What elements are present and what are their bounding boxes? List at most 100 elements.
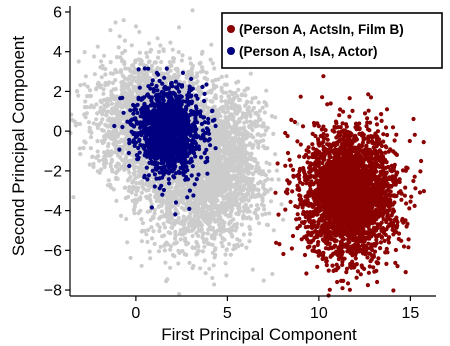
background-point xyxy=(95,125,100,131)
background-point xyxy=(242,120,247,125)
background-point xyxy=(250,171,255,177)
background-point xyxy=(177,250,182,255)
background-point xyxy=(130,180,135,185)
background-point xyxy=(219,88,224,93)
background-point xyxy=(164,80,169,85)
background-point xyxy=(144,194,149,199)
background-point xyxy=(254,193,259,198)
background-point xyxy=(237,238,242,243)
background-point xyxy=(81,145,86,151)
background-point xyxy=(195,74,200,79)
background-point xyxy=(236,205,241,211)
background-point xyxy=(257,108,263,113)
background-point xyxy=(221,210,226,215)
background-point xyxy=(205,77,210,82)
background-point xyxy=(223,90,229,95)
background-point xyxy=(189,201,194,206)
background-point xyxy=(108,60,113,65)
background-point xyxy=(160,234,165,239)
background-point xyxy=(276,177,281,182)
background-point xyxy=(97,109,102,114)
background-point xyxy=(114,198,119,203)
background-point xyxy=(177,174,182,179)
background-point xyxy=(201,69,206,74)
background-point xyxy=(200,249,205,254)
background-point xyxy=(241,209,246,214)
background-point xyxy=(114,55,120,60)
background-point xyxy=(186,241,191,246)
background-point xyxy=(232,243,237,248)
background-point xyxy=(259,202,264,207)
background-point xyxy=(175,75,180,81)
background-point xyxy=(115,104,120,109)
background-point xyxy=(98,85,103,90)
background-point xyxy=(107,153,112,158)
background-point xyxy=(235,94,240,99)
background-point xyxy=(190,66,195,71)
background-point xyxy=(109,89,114,94)
background-point xyxy=(255,123,261,128)
background-point xyxy=(134,199,139,205)
background-point xyxy=(205,217,210,222)
background-point xyxy=(156,204,161,209)
background-point xyxy=(169,220,174,226)
background-point xyxy=(236,244,241,249)
background-point xyxy=(231,196,236,201)
background-point xyxy=(261,144,266,149)
background-point xyxy=(95,44,100,49)
background-point xyxy=(134,181,139,186)
background-point xyxy=(223,252,228,257)
background-point xyxy=(145,239,150,244)
background-point xyxy=(221,138,226,143)
background-point xyxy=(117,34,122,39)
background-point xyxy=(225,204,230,209)
background-point xyxy=(87,162,92,167)
background-point xyxy=(229,112,234,117)
background-point xyxy=(97,158,102,163)
background-point xyxy=(173,229,178,234)
background-point xyxy=(97,170,102,175)
background-point xyxy=(120,51,125,56)
background-point xyxy=(195,79,200,84)
background-point xyxy=(207,266,212,271)
background-point xyxy=(168,194,173,199)
background-point xyxy=(102,53,107,58)
background-point xyxy=(236,210,241,215)
background-point xyxy=(101,108,106,113)
background-point xyxy=(133,164,138,169)
background-point xyxy=(243,143,248,148)
background-point xyxy=(248,112,253,117)
background-point xyxy=(77,146,82,151)
background-point xyxy=(74,121,80,126)
background-point xyxy=(203,271,208,276)
background-point xyxy=(242,125,247,130)
background-point xyxy=(156,55,161,60)
background-point xyxy=(176,261,181,266)
background-point xyxy=(249,182,254,187)
background-point xyxy=(82,82,87,87)
background-point xyxy=(91,164,96,169)
background-point xyxy=(256,100,261,105)
background-point xyxy=(199,165,204,170)
background-point xyxy=(91,121,96,126)
background-point xyxy=(236,136,241,141)
background-point xyxy=(121,79,126,84)
background-point xyxy=(194,252,199,257)
background-point xyxy=(212,66,217,71)
background-point xyxy=(213,252,218,258)
background-point xyxy=(176,25,182,30)
background-point xyxy=(85,84,90,89)
background-point xyxy=(239,92,244,97)
background-point xyxy=(223,261,228,266)
background-point xyxy=(148,198,153,203)
background-point xyxy=(168,265,173,270)
background-point xyxy=(220,104,225,109)
background-point xyxy=(254,207,259,212)
background-point xyxy=(83,74,88,79)
background-point xyxy=(210,213,215,218)
background-point xyxy=(233,182,238,187)
background-point xyxy=(100,140,105,146)
background-point xyxy=(133,192,139,197)
background-point xyxy=(148,193,153,198)
background-point xyxy=(125,240,130,245)
